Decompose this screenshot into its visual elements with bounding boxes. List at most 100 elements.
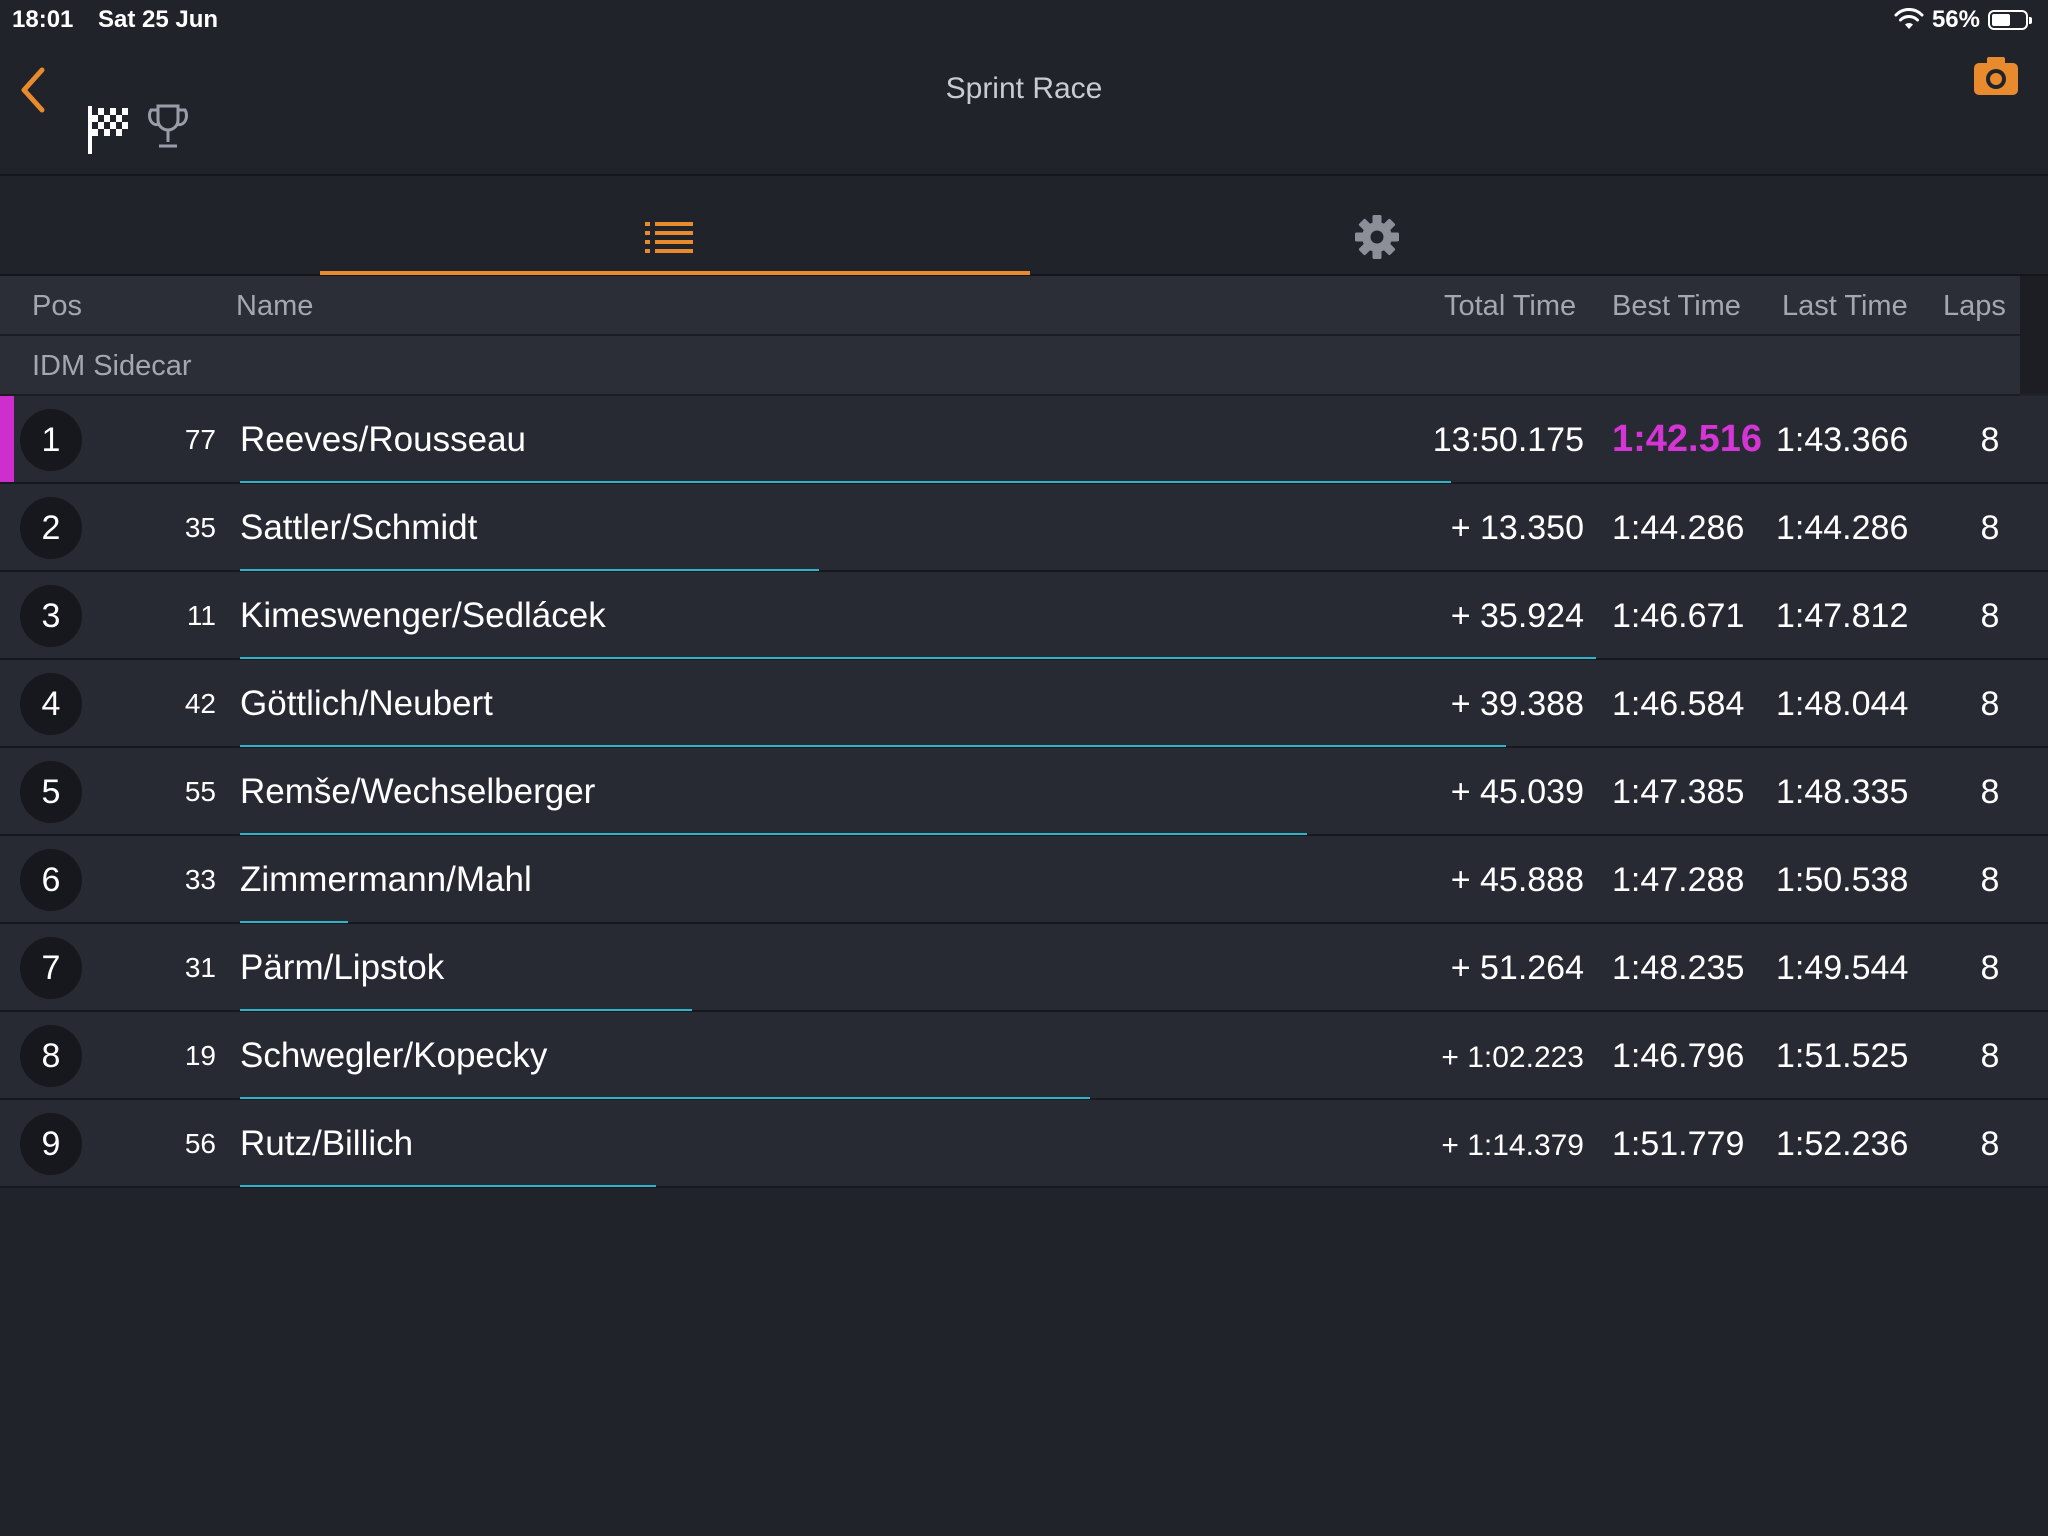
table-row[interactable]: 7 31 Pärm/Lipstok + 51.264 1:48.235 1:49.544 8	[0, 924, 2048, 1012]
table-row[interactable]: 4 42 Göttlich/Neubert + 39.388 1:46.584 1:48.…	[0, 660, 2048, 748]
last-time: 1:43.366	[1776, 421, 1909, 459]
battery-icon	[1988, 10, 2032, 30]
tab-bar	[0, 176, 2048, 276]
page-title: Sprint Race	[945, 72, 1103, 105]
active-tab-indicator	[320, 271, 1030, 275]
position-badge: 2	[20, 497, 82, 559]
best-time: 1:42.516	[1612, 418, 1763, 460]
start-number: 33	[184, 864, 216, 895]
camera-icon	[1974, 57, 2018, 95]
last-time: 1:48.044	[1776, 685, 1909, 723]
rider-names: Sattler/Schmidt	[240, 508, 478, 547]
header-laps[interactable]: Laps	[1943, 290, 2006, 322]
class-name: IDM Sidecar	[32, 350, 192, 382]
laps-count: 8	[1980, 509, 2000, 547]
table-row[interactable]: 3 11 Kimeswenger/Sedlácek + 35.924 1:46.671 1…	[0, 572, 2048, 660]
header-pos[interactable]: Pos	[32, 290, 82, 322]
best-time: 1:46.671	[1612, 597, 1745, 635]
total-time: + 45.888	[1450, 861, 1584, 899]
last-time: 1:48.335	[1776, 773, 1909, 811]
rider-names: Schwegler/Kopecky	[240, 1036, 548, 1075]
laps-count: 8	[1980, 1125, 2000, 1163]
last-time: 1:49.544	[1776, 949, 1909, 987]
lap-progress-bar	[240, 921, 348, 923]
lap-progress-bar	[240, 1185, 656, 1187]
best-time: 1:46.584	[1612, 685, 1745, 723]
class-group-header: IDM Sidecar	[0, 336, 2020, 396]
start-number: 55	[184, 776, 216, 807]
laps-count: 8	[1980, 949, 2000, 987]
rider-names: Kimeswenger/Sedlácek	[240, 596, 606, 635]
start-number: 19	[184, 1040, 216, 1071]
last-time: 1:44.286	[1776, 509, 1909, 547]
lap-progress-bar	[240, 569, 819, 571]
status-time: 18:01	[12, 6, 74, 33]
start-number: 77	[184, 424, 216, 455]
rider-names: Pärm/Lipstok	[240, 948, 445, 987]
checkered-flag-icon	[88, 106, 128, 154]
laps-count: 8	[1980, 861, 2000, 899]
table-row[interactable]: 8 19 Schwegler/Kopecky + 1:02.223 1:46.796 1:…	[0, 1012, 2048, 1100]
total-time: + 45.039	[1450, 773, 1584, 811]
screenshot-button[interactable]	[1972, 54, 2028, 110]
table-row[interactable]: 1 77 Reeves/Rousseau 13:50.175 1:42.516 1:43.…	[0, 396, 2048, 484]
results-flag-button[interactable]	[84, 100, 134, 156]
total-time: + 1:02.223	[1441, 1041, 1584, 1074]
best-time: 1:47.385	[1612, 773, 1745, 811]
results-table: 1 77 Reeves/Rousseau 13:50.175 1:42.516 1:43.…	[0, 396, 2048, 1188]
nav-bar: Sprint Race	[0, 40, 2048, 176]
wifi-icon	[1894, 8, 1924, 29]
position-badge: 9	[20, 1113, 82, 1175]
start-number: 42	[184, 688, 216, 719]
position-badge: 7	[20, 937, 82, 999]
best-time: 1:44.286	[1612, 509, 1745, 547]
start-number: 35	[184, 512, 216, 543]
laps-count: 8	[1980, 1037, 2000, 1075]
header-best-time[interactable]: Best Time	[1612, 290, 1741, 322]
table-row[interactable]: 6 33 Zimmermann/Mahl + 45.888 1:47.288 1:50.5…	[0, 836, 2048, 924]
trophy-button[interactable]	[146, 102, 192, 154]
trophy-icon	[148, 104, 188, 148]
scrollbar[interactable]	[2020, 276, 2048, 394]
last-time: 1:51.525	[1776, 1037, 1909, 1075]
last-time: 1:50.538	[1776, 861, 1909, 899]
table-header: Pos Name Total Time Best Time Last Time …	[0, 276, 2020, 336]
start-number: 56	[184, 1128, 216, 1159]
header-last-time[interactable]: Last Time	[1782, 290, 1908, 322]
gear-icon	[1355, 215, 1399, 259]
best-time: 1:47.288	[1612, 861, 1745, 899]
rider-names: Rutz/Billich	[240, 1124, 414, 1163]
start-number: 31	[184, 952, 216, 983]
tab-results-list[interactable]	[320, 176, 1030, 275]
tab-settings[interactable]	[1330, 176, 1430, 274]
lap-progress-bar	[240, 833, 1307, 835]
rider-names: Zimmermann/Mahl	[240, 860, 532, 899]
table-row[interactable]: 9 56 Rutz/Billich + 1:14.379 1:51.779 1:52.23…	[0, 1100, 2048, 1188]
position-badge: 8	[20, 1025, 82, 1087]
lap-progress-bar	[240, 1097, 1090, 1099]
total-time: + 13.350	[1450, 509, 1584, 547]
position-badge: 3	[20, 585, 82, 647]
total-time: + 1:14.379	[1441, 1129, 1584, 1162]
position-badge: 5	[20, 761, 82, 823]
best-time: 1:51.779	[1612, 1125, 1745, 1163]
header-name[interactable]: Name	[236, 290, 314, 322]
header-total-time[interactable]: Total Time	[1444, 290, 1577, 322]
rider-names: Reeves/Rousseau	[240, 420, 526, 459]
laps-count: 8	[1980, 773, 2000, 811]
last-time: 1:52.236	[1776, 1125, 1909, 1163]
position-badge: 4	[20, 673, 82, 735]
laps-count: 8	[1980, 421, 2000, 459]
position-badge: 6	[20, 849, 82, 911]
rider-names: Remše/Wechselberger	[240, 772, 596, 811]
table-row[interactable]: 5 55 Remše/Wechselberger + 45.039 1:47.385 1:…	[0, 748, 2048, 836]
last-time: 1:47.812	[1776, 597, 1909, 635]
position-badge: 1	[20, 409, 82, 471]
rider-names: Göttlich/Neubert	[240, 684, 493, 723]
status-indicators: 56%	[1894, 6, 2032, 34]
list-icon	[645, 222, 693, 253]
lap-progress-bar	[240, 481, 1451, 483]
back-button[interactable]	[14, 60, 64, 130]
table-row[interactable]: 2 35 Sattler/Schmidt + 13.350 1:44.286 1:44.2…	[0, 484, 2048, 572]
laps-count: 8	[1980, 685, 2000, 723]
